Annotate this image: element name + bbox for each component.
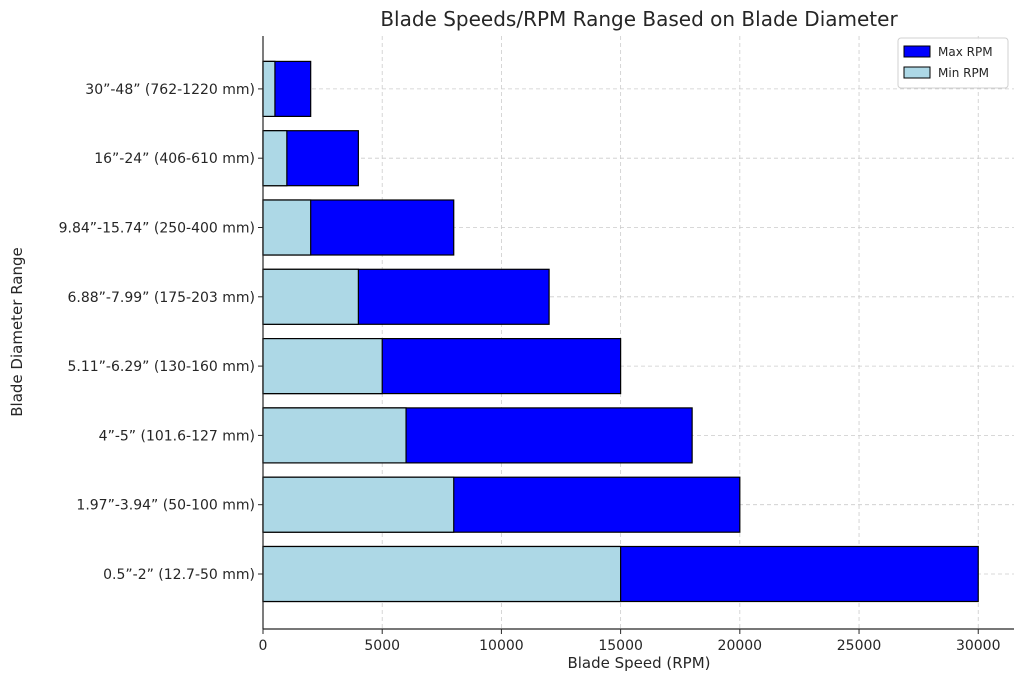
bar-min-rpm	[262, 268, 359, 325]
x-tick-label: 20000	[718, 638, 763, 654]
bars	[262, 60, 979, 603]
y-tick-label: 0.5”-2” (12.7-50 mm)	[103, 567, 255, 583]
x-tick-label: 0	[259, 638, 268, 654]
x-axis-label: Blade Speed (RPM)	[567, 654, 710, 672]
y-tick-label: 4”-5” (101.6-127 mm)	[99, 428, 255, 444]
grid-lines	[262, 36, 1014, 629]
y-tick-label: 9.84”-15.74” (250-400 mm)	[59, 221, 255, 237]
x-tick-label: 10000	[479, 638, 524, 654]
bar-min-rpm	[262, 476, 455, 533]
bar-min-rpm	[262, 60, 276, 118]
y-tick-label: 16”-24” (406-610 mm)	[94, 151, 255, 167]
x-tick-label: 30000	[956, 638, 1001, 654]
legend-swatch	[903, 66, 931, 79]
legend: Max RPM Min RPM	[897, 37, 1009, 89]
chart-title: Blade Speeds/RPM Range Based on Blade Di…	[380, 7, 898, 31]
legend-label: Min RPM	[938, 66, 989, 80]
legend-label: Max RPM	[938, 45, 993, 59]
y-tick-label: 6.88”-7.99” (175-203 mm)	[68, 290, 256, 306]
x-tick-label: 5000	[364, 638, 400, 654]
bar-min-rpm	[262, 199, 312, 256]
y-tick-label: 1.97”-3.94” (50-100 mm)	[76, 498, 255, 514]
y-tick-label: 30”-48” (762-1220 mm)	[85, 82, 255, 98]
x-tick-label: 25000	[837, 638, 882, 654]
bar-min-rpm	[262, 130, 288, 187]
y-tick-label: 5.11”-6.29” (130-160 mm)	[68, 359, 256, 375]
axes	[258, 36, 1014, 634]
bar-min-rpm	[262, 338, 383, 395]
x-tick-label: 15000	[598, 638, 643, 654]
y-axis-label: Blade Diameter Range	[8, 247, 26, 417]
bar-min-rpm	[262, 407, 407, 464]
bar-min-rpm	[262, 545, 622, 603]
tick-labels: 0 5000 10000 15000 20000 25000 30000 0.5”-2” (1…	[59, 82, 1001, 654]
legend-swatch	[903, 45, 931, 58]
